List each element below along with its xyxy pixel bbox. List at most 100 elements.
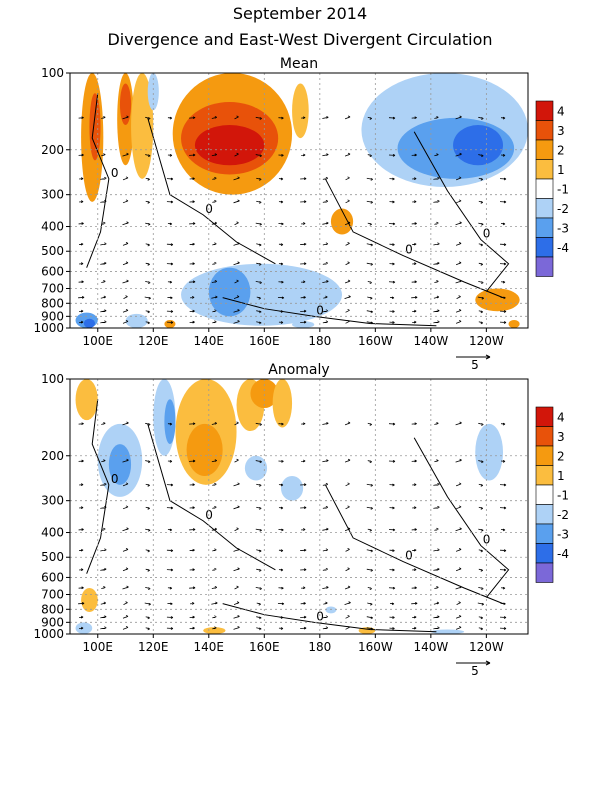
mean-vector-arrow-85 — [189, 222, 196, 225]
anomaly-shading-layer — [75, 379, 504, 634]
anomaly-shade-blob-17 — [430, 629, 465, 634]
anomaly-shade-blob-18 — [325, 606, 337, 614]
mean-vector-arrow-178 — [477, 296, 484, 300]
mean-vector-arrow-34 — [388, 154, 396, 157]
anomaly-vector-arrow-98 — [478, 528, 484, 532]
mean-panel: Mean000001002003004005006007008009001000… — [33, 56, 569, 372]
anomaly-vector-arrow-115 — [412, 548, 417, 552]
mean-vector-arrow-202 — [122, 319, 129, 324]
mean-vector-arrow-3 — [145, 116, 151, 120]
anomaly-vector-arrow-181 — [100, 615, 107, 619]
anomaly-vector-arrow-86 — [211, 527, 218, 531]
mean-vector-arrow-199 — [499, 310, 507, 313]
anomaly-vector-arrow-145 — [189, 586, 196, 590]
mean-vector-arrow-13 — [367, 116, 372, 120]
mean-shade-blob-19 — [475, 288, 520, 312]
mean-vector-arrow-190 — [300, 309, 307, 313]
mean-vector-arrow-15 — [411, 116, 417, 120]
mean-vector-arrow-138 — [478, 262, 483, 266]
anomaly-vector-arrow-27 — [234, 458, 239, 463]
anomaly-vector-arrow-128 — [256, 568, 262, 572]
anomaly-vector-arrow-185 — [189, 615, 195, 619]
mean-grid-layer — [70, 73, 528, 328]
mean-vector-arrow-182 — [122, 308, 129, 313]
anomaly-vector-arrow-82 — [122, 527, 129, 532]
mean-vector-arrow-159 — [500, 280, 506, 284]
mean-vector-arrow-12 — [344, 115, 351, 120]
mean-colorbar-box-8 — [535, 256, 554, 277]
anomaly-vector-arrow-7 — [234, 421, 239, 426]
anomaly-vector-arrow-57 — [455, 482, 462, 487]
mean-vector-arrow-191 — [322, 309, 329, 313]
anomaly-vector-arrow-91 — [322, 527, 329, 531]
anomaly-vector-arrow-88 — [255, 528, 262, 532]
mean-contour-line-0 — [86, 93, 110, 268]
anomaly-vector-arrow-52 — [345, 482, 350, 487]
anomaly-vector-layer — [78, 421, 507, 631]
anomaly-vector-arrow-87 — [234, 527, 239, 532]
anomaly-vector-arrow-160 — [78, 602, 85, 605]
mean-x-tick-label-5: 160W — [358, 334, 393, 348]
mean-vector-arrow-200 — [79, 320, 84, 324]
anomaly-shade-blob-15 — [203, 627, 226, 634]
anomaly-vector-arrow-183 — [145, 616, 150, 620]
anomaly-vector-arrow-131 — [322, 567, 329, 571]
mean-vector-arrow-136 — [433, 261, 440, 265]
mean-colorbar-box-7 — [535, 237, 554, 258]
mean-vector-arrow-89 — [278, 222, 284, 226]
anomaly-vector-arrow-147 — [234, 585, 239, 590]
anomaly-contour-label-4: 0 — [316, 609, 324, 623]
anomaly-vector-arrow-204 — [166, 627, 174, 630]
anomaly-vector-arrow-42 — [122, 482, 129, 487]
anomaly-vector-arrow-208 — [256, 627, 262, 631]
anomaly-vector-arrow-54 — [389, 483, 395, 487]
mean-vector-arrow-53 — [366, 177, 373, 181]
anomaly-vector-arrow-141 — [101, 586, 106, 589]
mean-vector-arrow-43 — [145, 177, 150, 181]
anomaly-vector-arrow-39 — [500, 460, 506, 463]
mean-vector-arrow-21 — [101, 153, 106, 157]
anomaly-vector-arrow-125 — [189, 568, 195, 571]
mean-y-tick-label-7: 800 — [41, 296, 64, 310]
anomaly-vector-arrow-162 — [123, 601, 128, 605]
mean-colorbar-label-4: -1 — [557, 183, 569, 197]
anomaly-x-tick-label-6: 140W — [413, 640, 448, 654]
mean-vector-arrow-116 — [433, 242, 440, 246]
mean-vector-arrow-77 — [455, 199, 462, 204]
mean-vector-arrow-194 — [389, 310, 395, 313]
mean-x-tick-label-1: 120E — [138, 334, 169, 348]
anomaly-shade-blob-2 — [108, 444, 132, 485]
anomaly-vector-arrow-83 — [145, 528, 151, 532]
anomaly-contour-label-2: 0 — [405, 549, 413, 563]
anomaly-colorbar-box-1 — [535, 426, 554, 447]
mean-vector-arrow-114 — [389, 243, 395, 246]
mean-vector-arrow-123 — [145, 262, 150, 266]
anomaly-vector-arrow-118 — [478, 549, 483, 553]
anomaly-vector-arrow-48 — [256, 483, 262, 487]
anomaly-vector-arrow-166 — [211, 601, 218, 605]
mean-vector-arrow-132 — [345, 261, 350, 266]
anomaly-vector-reference-arrow — [456, 660, 491, 666]
mean-vector-arrow-37 — [455, 152, 462, 157]
mean-vector-arrow-47 — [233, 176, 240, 181]
mean-vector-arrow-183 — [145, 310, 150, 314]
anomaly-vector-arrow-97 — [455, 527, 462, 532]
anomaly-vector-arrow-36 — [434, 459, 439, 463]
anomaly-vector-arrow-186 — [212, 615, 217, 619]
anomaly-vector-arrow-119 — [499, 549, 507, 552]
mean-vector-arrow-0 — [78, 116, 84, 120]
mean-vector-arrow-65 — [189, 200, 195, 203]
anomaly-vector-arrow-76 — [433, 505, 440, 509]
anomaly-vector-arrow-193 — [366, 616, 373, 620]
anomaly-vector-arrow-99 — [500, 528, 506, 532]
mean-colorbar-box-3 — [535, 159, 554, 180]
mean-contour-label-2: 0 — [405, 243, 413, 257]
mean-vector-arrow-119 — [499, 243, 507, 246]
mean-vector-arrow-8 — [255, 116, 262, 120]
mean-vector-arrow-113 — [366, 243, 373, 247]
anomaly-vector-arrow-212 — [345, 625, 350, 630]
mean-vector-arrow-62 — [122, 199, 129, 204]
mean-shade-blob-20 — [508, 319, 520, 328]
anomaly-vector-arrow-26 — [211, 459, 218, 463]
mean-vector-arrow-54 — [389, 177, 395, 181]
